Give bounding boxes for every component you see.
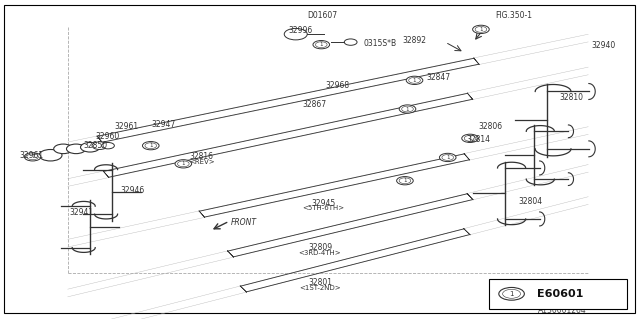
Circle shape	[39, 149, 62, 161]
Text: 32804: 32804	[518, 197, 542, 206]
Text: 1: 1	[149, 143, 152, 148]
Text: 32847: 32847	[426, 73, 450, 82]
Circle shape	[462, 134, 478, 142]
Circle shape	[313, 41, 330, 49]
Circle shape	[316, 42, 327, 48]
Circle shape	[175, 160, 191, 168]
Text: 1: 1	[406, 107, 409, 112]
Circle shape	[399, 105, 416, 113]
Text: FRONT: FRONT	[230, 218, 257, 227]
Text: 32814: 32814	[467, 135, 491, 144]
Text: <REV>: <REV>	[189, 159, 214, 165]
Text: 1: 1	[182, 161, 185, 166]
Circle shape	[409, 77, 420, 83]
Circle shape	[67, 144, 86, 154]
Text: 32945: 32945	[311, 198, 335, 207]
Circle shape	[399, 178, 411, 184]
Text: 1: 1	[446, 155, 449, 160]
Text: <1ST-2ND>: <1ST-2ND>	[299, 285, 341, 291]
Circle shape	[143, 141, 159, 150]
Text: 32809: 32809	[308, 243, 332, 252]
Text: <5TH-6TH>: <5TH-6TH>	[302, 205, 344, 212]
Text: 32806: 32806	[478, 122, 502, 131]
Text: FIG.350-1: FIG.350-1	[495, 11, 532, 20]
Text: 32867: 32867	[302, 100, 326, 109]
Text: 32968: 32968	[325, 81, 349, 90]
Text: D01607: D01607	[307, 11, 337, 20]
Circle shape	[442, 155, 454, 160]
Text: 1: 1	[509, 291, 514, 297]
Circle shape	[92, 142, 108, 149]
Circle shape	[464, 135, 476, 141]
Circle shape	[81, 142, 100, 152]
Text: 1: 1	[468, 136, 472, 141]
Text: 32801: 32801	[308, 278, 332, 287]
Circle shape	[402, 106, 413, 112]
Text: 32810: 32810	[559, 93, 584, 102]
Text: 32960: 32960	[95, 132, 120, 140]
Text: E60601: E60601	[537, 289, 584, 299]
Text: 32941: 32941	[70, 208, 94, 217]
Circle shape	[472, 25, 489, 34]
Circle shape	[102, 142, 115, 149]
Text: 32996: 32996	[289, 27, 313, 36]
Circle shape	[24, 153, 41, 161]
Text: 1: 1	[403, 178, 406, 183]
Circle shape	[440, 153, 456, 162]
Text: 32892: 32892	[403, 36, 426, 45]
Text: 32961: 32961	[20, 151, 44, 160]
FancyBboxPatch shape	[489, 278, 627, 309]
Text: 32850: 32850	[84, 141, 108, 150]
Text: 0315S*B: 0315S*B	[364, 39, 397, 48]
Text: 1: 1	[413, 78, 416, 83]
Text: 32947: 32947	[152, 120, 175, 130]
Text: 32961: 32961	[115, 122, 138, 131]
Circle shape	[499, 287, 524, 300]
Circle shape	[397, 177, 413, 185]
Circle shape	[284, 28, 307, 40]
Text: 32946: 32946	[121, 186, 145, 195]
Text: A130001264: A130001264	[538, 306, 587, 315]
Circle shape	[344, 39, 357, 45]
Text: 32940: 32940	[591, 41, 616, 50]
Text: 1: 1	[31, 154, 35, 159]
Circle shape	[475, 27, 487, 32]
Text: 1: 1	[479, 27, 483, 32]
Text: 32816: 32816	[190, 152, 214, 161]
Circle shape	[145, 143, 157, 148]
Circle shape	[406, 76, 423, 84]
Text: 1: 1	[319, 42, 323, 47]
Circle shape	[502, 289, 520, 298]
Circle shape	[177, 161, 189, 167]
Text: <3RD-4TH>: <3RD-4TH>	[299, 250, 341, 256]
Circle shape	[27, 154, 38, 160]
Circle shape	[54, 144, 73, 154]
